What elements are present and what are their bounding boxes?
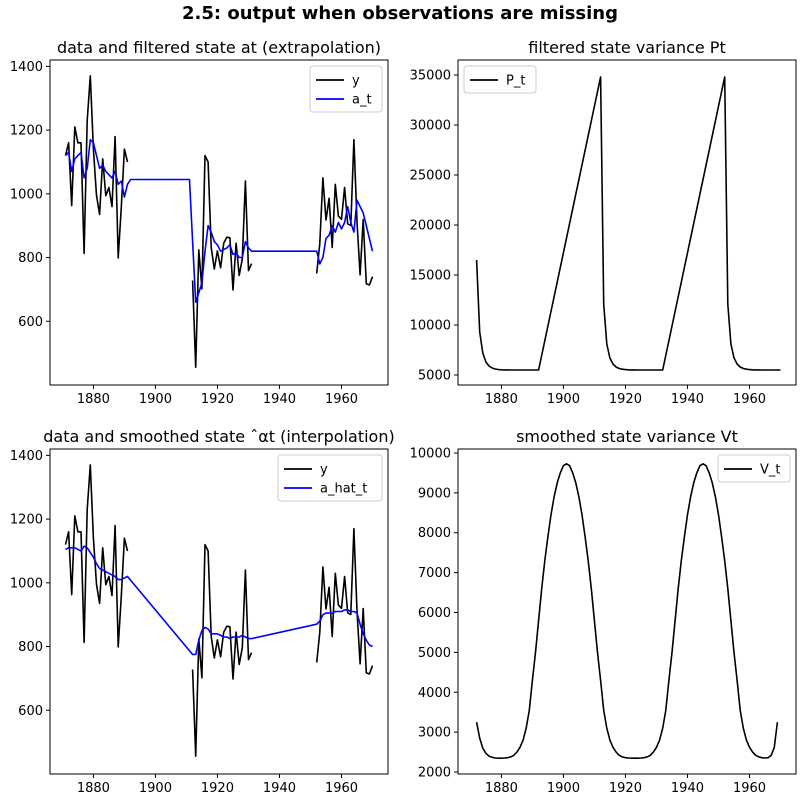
series-line-y-3 (315, 527, 374, 675)
legend-label-y: y (320, 463, 328, 478)
x-tick-label: 1920 (609, 781, 642, 796)
legend-box (309, 65, 383, 113)
y-tick-label: 30000 (410, 119, 451, 134)
axes-frame (49, 448, 389, 775)
subplot-title: data and filtered state at (extrapolatio… (57, 38, 381, 57)
y-tick-label: 1000 (10, 576, 43, 591)
subplot-title: filtered state variance Pt (528, 38, 725, 57)
series-line-y-1 (64, 75, 129, 259)
x-tick-label: 1920 (201, 392, 234, 407)
y-tick-label: 35000 (410, 69, 451, 84)
series-line-y-2 (191, 154, 253, 369)
x-tick-label: 1900 (139, 392, 172, 407)
y-tick-label: 10000 (410, 319, 451, 334)
x-tick-label: 1880 (77, 392, 110, 407)
subplot-4: smoothed state variance Vt 1880 1900 1920 19… (410, 427, 797, 796)
x-tick-label: 1920 (609, 392, 642, 407)
series-line-P_t-1 (475, 76, 781, 371)
axes-frame (457, 59, 797, 386)
series-line-V_t-1 (475, 462, 779, 760)
series-line-y-3 (315, 138, 374, 286)
y-tick-label: 5000 (418, 646, 451, 661)
y-tick-label: 1400 (10, 449, 43, 464)
figure-title: 2.5: output when observations are missin… (182, 3, 618, 24)
y-tick-label: 1000 (10, 187, 43, 202)
axes-frame (457, 448, 797, 775)
x-tick-label: 1940 (263, 781, 296, 796)
y-tick-label: 600 (18, 704, 43, 719)
x-tick-label: 1960 (733, 392, 766, 407)
y-tick-label: 800 (18, 251, 43, 266)
axes-frame (49, 59, 389, 386)
y-tick-label: 6000 (418, 606, 451, 621)
y-tick-label: 15000 (410, 269, 451, 284)
legend-label-V_t: V_t (760, 463, 781, 478)
legend-label-a_t: a_t (352, 93, 372, 108)
x-tick-label: 1880 (485, 781, 518, 796)
y-tick-label: 1200 (10, 124, 43, 139)
y-tick-label: 1200 (10, 513, 43, 528)
x-tick-label: 1880 (77, 781, 110, 796)
subplot-title: smoothed state variance Vt (516, 427, 738, 446)
legend-label-y: y (352, 74, 360, 89)
x-tick-label: 1940 (263, 392, 296, 407)
legend-box (717, 454, 791, 483)
x-tick-label: 1960 (325, 392, 358, 407)
y-tick-label: 7000 (418, 566, 451, 581)
legend-label-P_t: P_t (506, 74, 525, 89)
y-tick-label: 20000 (410, 219, 451, 234)
x-tick-label: 1900 (547, 781, 580, 796)
legend: P_t (463, 65, 537, 94)
y-tick-label: 10000 (410, 446, 451, 461)
subplot-title: data and smoothed state ˆαt (interpolati… (43, 427, 394, 446)
legend-label-a_hat_t: a_hat_t (320, 482, 367, 497)
series-line-y-1 (64, 464, 129, 648)
y-tick-label: 8000 (418, 526, 451, 541)
legend-box (277, 454, 383, 502)
y-tick-label: 5000 (418, 369, 451, 384)
series-line-y-2 (191, 543, 253, 758)
x-tick-label: 1920 (201, 781, 234, 796)
legend: y a_hat_t (277, 454, 383, 502)
x-tick-label: 1900 (139, 781, 172, 796)
x-tick-label: 1960 (733, 781, 766, 796)
subplot-1: data and filtered state at (extrapolatio… (10, 38, 389, 407)
x-tick-label: 1940 (671, 781, 704, 796)
x-tick-label: 1880 (485, 392, 518, 407)
x-tick-label: 1960 (325, 781, 358, 796)
series-line-a_t-1 (64, 138, 374, 304)
subplot-2: filtered state variance Pt 1880 1900 1920 19… (410, 38, 797, 407)
x-tick-label: 1900 (547, 392, 580, 407)
x-tick-label: 1940 (671, 392, 704, 407)
y-tick-label: 25000 (410, 169, 451, 184)
legend-box (463, 65, 537, 94)
y-tick-label: 800 (18, 640, 43, 655)
y-tick-label: 3000 (418, 726, 451, 741)
subplot-3: data and smoothed state ˆαt (interpolati… (10, 427, 395, 796)
legend: y a_t (309, 65, 383, 113)
y-tick-label: 600 (18, 315, 43, 330)
y-tick-label: 2000 (418, 766, 451, 781)
y-tick-label: 4000 (418, 686, 451, 701)
legend: V_t (717, 454, 791, 483)
y-tick-label: 1400 (10, 60, 43, 75)
y-tick-label: 9000 (418, 486, 451, 501)
series-line-a_hat_t-1 (65, 545, 373, 656)
